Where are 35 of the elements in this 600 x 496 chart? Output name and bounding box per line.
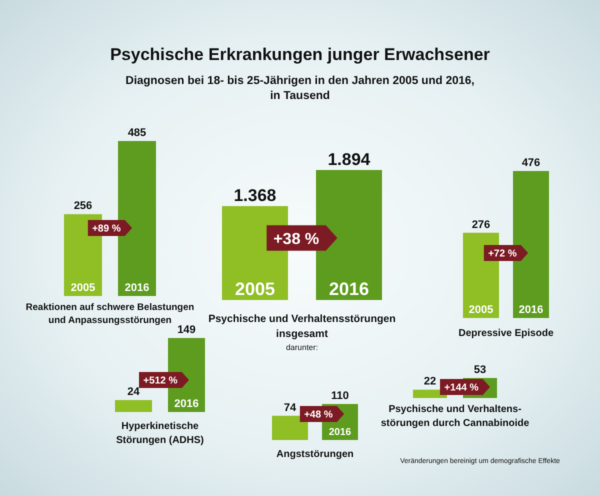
- data-label: 110: [331, 390, 349, 402]
- annotation: +72 %: [488, 248, 517, 260]
- annotation: +144 %: [444, 382, 479, 394]
- data-label: 1.894: [328, 150, 371, 169]
- annotation: +38 %: [273, 230, 320, 248]
- data-label: 53: [474, 364, 486, 376]
- data-label: 1.368: [234, 186, 276, 206]
- x-tick-label: 2016: [328, 427, 352, 438]
- x-axis-title: Psychische und Verhaltens- störungen durch Cannabinoide: [380, 404, 530, 429]
- x-tick-label: 2016: [124, 282, 150, 294]
- annotation: +48 %: [304, 410, 333, 421]
- data-label: 256: [74, 200, 92, 212]
- text: darunter:: [286, 343, 318, 352]
- x-tick-label: 2005: [70, 282, 96, 294]
- data-label: 74: [284, 402, 297, 414]
- text: Diagnosen bei 18- bis 25-Jährigen in den Jahren 2005 und 2016, in Tausend: [126, 75, 474, 102]
- x-tick-label: 2016: [174, 398, 199, 410]
- x-axis-title: Depressive Episode: [458, 328, 554, 339]
- data-label: 24: [127, 386, 140, 398]
- data-label: 485: [128, 127, 146, 139]
- x-axis-title: Reaktionen auf schwere Belastungen und Anpassungsstörungen: [26, 302, 194, 326]
- x-tick-label: 2016: [328, 279, 370, 299]
- x-axis-title: Hyperkinetische Störungen (ADHS): [116, 421, 204, 446]
- x-tick-label: 2016: [518, 304, 544, 316]
- annotation: +512 %: [143, 376, 178, 387]
- x-axis-title: Psychische und Verhaltensstörungen insgesamt: [208, 313, 396, 340]
- text: Psychische Erkrankungen junger Erwachsener: [110, 45, 490, 64]
- data-label: 22: [424, 376, 436, 388]
- data-label: 276: [472, 218, 490, 231]
- data-label: 476: [522, 157, 540, 169]
- annotation: +89 %: [92, 224, 121, 235]
- x-tick-label: 2005: [468, 304, 494, 316]
- x-axis-title: Angststörungen: [276, 449, 354, 460]
- data-label: 149: [177, 324, 196, 336]
- x-tick-label: 2005: [234, 279, 276, 299]
